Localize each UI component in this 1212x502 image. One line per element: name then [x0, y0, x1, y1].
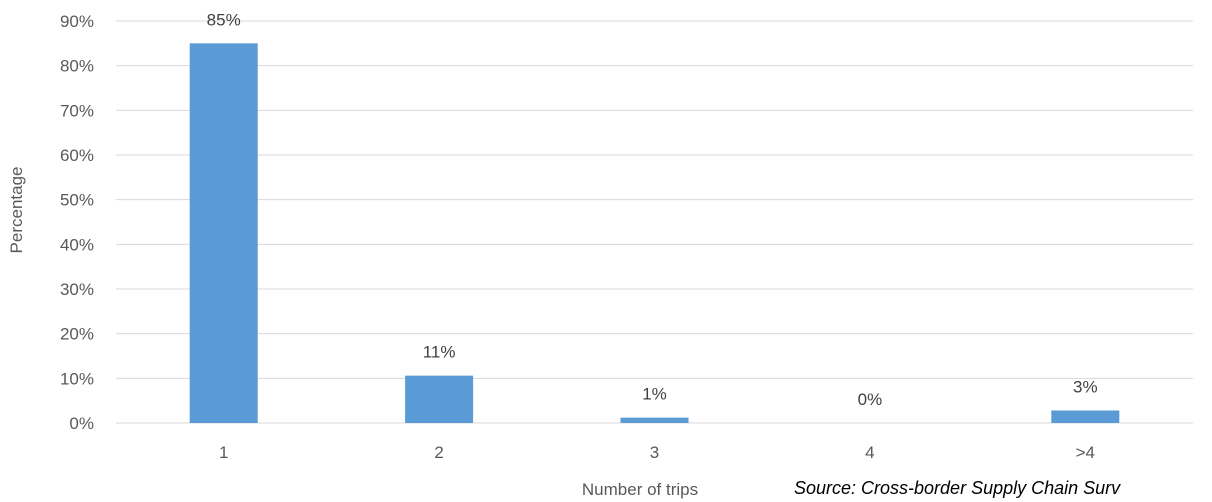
data-label: 11%: [423, 343, 456, 362]
y-tick-label: 90%: [60, 12, 94, 31]
data-label: 1%: [642, 385, 667, 404]
source-note: Source: Cross-border Supply Chain Surv: [794, 478, 1121, 498]
y-tick-label: 50%: [60, 191, 94, 210]
y-tick-labels: 0% 10% 20% 30% 40% 50% 60% 70% 80% 90%: [60, 12, 94, 433]
data-label: 3%: [1073, 377, 1098, 396]
bar: [189, 43, 258, 423]
x-tick-label: 1: [219, 443, 228, 462]
y-tick-label: 40%: [60, 235, 94, 254]
x-tick-label: 3: [650, 443, 659, 462]
bars: [189, 43, 1120, 423]
y-tick-label: 0%: [69, 414, 94, 433]
y-tick-label: 30%: [60, 280, 94, 299]
y-tick-label: 10%: [60, 369, 94, 388]
x-tick-label: 4: [865, 443, 874, 462]
y-tick-label: 60%: [60, 146, 94, 165]
x-tick-labels: 1 2 3 4 >4: [219, 443, 1095, 462]
y-tick-label: 70%: [60, 101, 94, 120]
x-tick-label: >4: [1076, 443, 1095, 462]
y-tick-label: 80%: [60, 57, 94, 76]
data-label: 85%: [207, 10, 241, 29]
x-tick-label: 2: [434, 443, 443, 462]
bar: [620, 417, 689, 423]
bar: [1051, 410, 1120, 423]
bar: [405, 375, 474, 423]
x-axis-title: Number of trips: [582, 480, 698, 499]
gridlines: [116, 20, 1193, 424]
data-labels: 85% 11% 1% 0% 3%: [207, 10, 1098, 409]
y-tick-label: 20%: [60, 325, 94, 344]
data-label: 0%: [858, 390, 883, 409]
y-axis-title: Percentage: [7, 167, 26, 254]
